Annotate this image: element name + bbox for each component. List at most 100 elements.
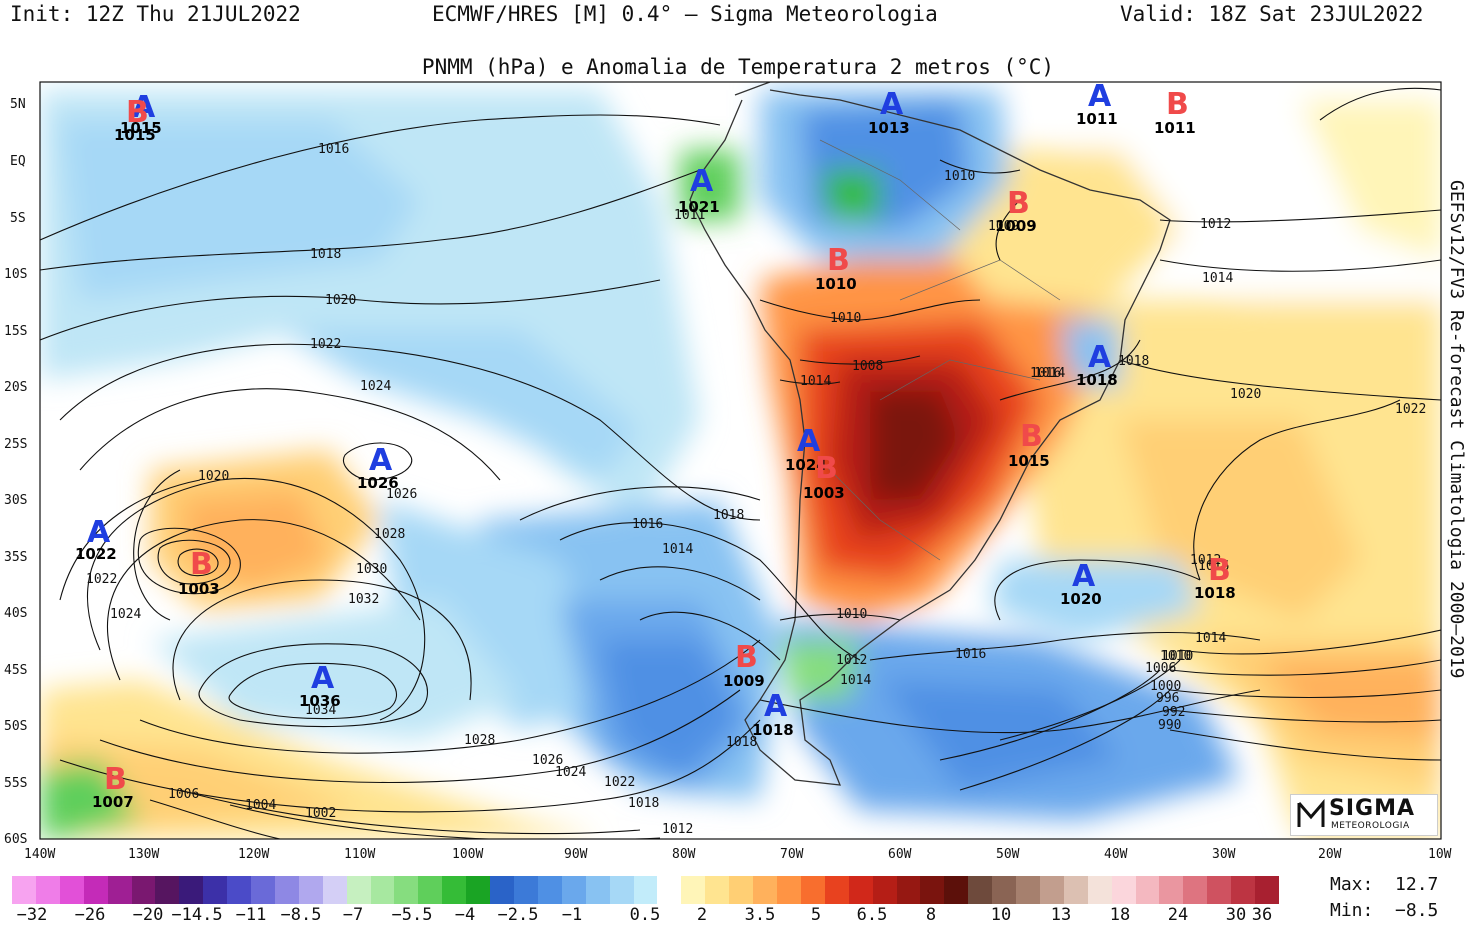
isobar-label: 1024 bbox=[360, 379, 391, 394]
isobar-labels: 1016 1018 1020 1022 1024 1026 1028 1030 … bbox=[86, 142, 1426, 837]
min-label: Min: bbox=[1330, 900, 1374, 921]
color-scale-swatch bbox=[1159, 876, 1184, 904]
lat-label: 50S bbox=[4, 719, 27, 734]
isobar-label: 1026 bbox=[532, 753, 563, 768]
svg-text:B: B bbox=[1020, 419, 1043, 454]
color-scale-swatch bbox=[514, 876, 539, 904]
isobar-label: 1012 bbox=[836, 653, 867, 668]
color-scale-swatch bbox=[442, 876, 467, 904]
svg-text:B: B bbox=[104, 762, 127, 797]
color-scale-label: 24 bbox=[1167, 905, 1189, 925]
color-scale-swatch bbox=[800, 876, 826, 904]
isobar-label: 1018 bbox=[1118, 354, 1149, 369]
isobar-label: 1010 bbox=[830, 311, 861, 326]
color-scale-label: −2.5 bbox=[497, 905, 539, 925]
model-title: ECMWF/HRES [M] 0.4° – Sigma Meteorologia bbox=[432, 2, 938, 26]
isobar-label: 990 bbox=[1158, 718, 1181, 733]
lon-label: 10W bbox=[1428, 847, 1452, 862]
color-scale-swatch bbox=[872, 876, 897, 904]
lat-label: 35S bbox=[4, 550, 27, 565]
lat-label: 45S bbox=[4, 663, 27, 678]
svg-text:1011: 1011 bbox=[1076, 110, 1118, 128]
svg-text:1009: 1009 bbox=[723, 672, 765, 690]
svg-text:B: B bbox=[190, 547, 213, 582]
color-scale-label: −5.5 bbox=[391, 905, 433, 925]
lon-label: 30W bbox=[1212, 847, 1236, 862]
lat-axis: 5N EQ 5S 10S 15S 20S 25S 30S 35S 40S 45S… bbox=[4, 97, 27, 847]
color-scale-swatch bbox=[1111, 876, 1137, 904]
isobar-label: 1011 bbox=[674, 208, 705, 223]
lon-label: 50W bbox=[996, 847, 1020, 862]
color-scale-label: 0.5 bbox=[629, 905, 661, 925]
color-scale-label: 2 bbox=[696, 905, 708, 925]
isobar-label: 1014 bbox=[1195, 631, 1226, 646]
color-scale-swatch bbox=[12, 876, 37, 904]
isobar-label: 1012 bbox=[1190, 553, 1221, 568]
svg-text:A: A bbox=[797, 424, 821, 459]
svg-text:1009: 1009 bbox=[995, 217, 1037, 235]
svg-text:A: A bbox=[87, 515, 111, 550]
color-scale-label: 36 bbox=[1251, 905, 1273, 925]
color-scale-swatch bbox=[992, 876, 1017, 904]
isobar-label: 1016 bbox=[318, 142, 349, 157]
isobar-label: 1022 bbox=[1395, 402, 1426, 417]
color-scale-label: −1 bbox=[561, 905, 583, 925]
color-scale-label: −4 bbox=[454, 905, 476, 925]
color-scale-label: −32 bbox=[16, 905, 48, 925]
color-scale-label: 3.5 bbox=[744, 905, 776, 925]
isobar-label: 1012 bbox=[662, 822, 693, 837]
color-scale-label: 6.5 bbox=[856, 905, 888, 925]
color-scale-swatch bbox=[657, 876, 682, 904]
isobar-label: 1000 bbox=[1150, 679, 1181, 694]
isobar-label: 1030 bbox=[356, 562, 387, 577]
isobar-label: 1020 bbox=[198, 469, 229, 484]
isobar-label: 992 bbox=[1162, 705, 1185, 720]
lon-label: 70W bbox=[780, 847, 804, 862]
svg-text:1003: 1003 bbox=[803, 484, 845, 502]
color-scale-label: 5 bbox=[810, 905, 822, 925]
color-scale-swatch bbox=[1255, 876, 1280, 904]
lat-label: 15S bbox=[4, 324, 27, 339]
svg-text:1022: 1022 bbox=[75, 545, 117, 563]
color-scale-swatch bbox=[1016, 876, 1041, 904]
color-scale-label: −14.5 bbox=[171, 905, 223, 925]
field-stats: Max: 12.7 Min: −8.5 bbox=[1330, 872, 1438, 924]
logo-subtitle: METEOROLOGIA bbox=[1331, 821, 1410, 831]
svg-text:B: B bbox=[1208, 553, 1231, 588]
isobar-label: 1010 bbox=[836, 607, 867, 622]
color-scale-label: −11 bbox=[235, 905, 267, 925]
color-scale-swatch bbox=[179, 876, 204, 904]
svg-text:1015: 1015 bbox=[120, 119, 162, 137]
color-scale-swatch bbox=[59, 876, 85, 904]
color-scale-swatch bbox=[1087, 876, 1113, 904]
isobar-label: 1032 bbox=[348, 592, 379, 607]
svg-text:A: A bbox=[764, 689, 788, 724]
color-scale-swatch bbox=[155, 876, 180, 904]
sigma-logo: SIGMA METEOROLOGIA bbox=[1290, 794, 1438, 836]
isobar-label: 996 bbox=[1156, 691, 1179, 706]
color-scale-swatch bbox=[705, 876, 730, 904]
lon-label: 60W bbox=[888, 847, 912, 862]
isobar-label: 1022 bbox=[604, 775, 635, 790]
isobar-label: 1014 bbox=[1034, 366, 1065, 381]
color-scale-label: 18 bbox=[1109, 905, 1131, 925]
svg-text:B: B bbox=[126, 95, 149, 130]
valid-time: Valid: 18Z Sat 23JUL2022 bbox=[1120, 2, 1424, 26]
isobar-label: 1009 bbox=[988, 219, 1019, 234]
isobar-label: 1020 bbox=[325, 293, 356, 308]
color-scale-swatch bbox=[251, 876, 276, 904]
lat-label: 25S bbox=[4, 437, 27, 452]
coastline bbox=[689, 82, 1171, 786]
svg-text:1018: 1018 bbox=[1076, 371, 1118, 389]
lon-label: 100W bbox=[452, 847, 483, 862]
isobar-label: 1016 bbox=[632, 517, 663, 532]
